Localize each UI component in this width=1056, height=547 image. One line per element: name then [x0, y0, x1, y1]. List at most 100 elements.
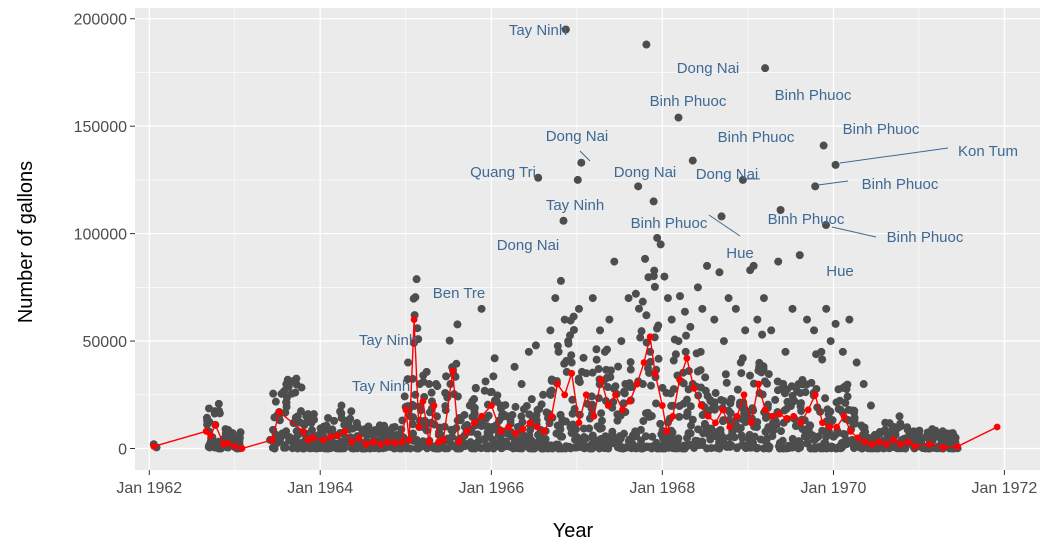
point-label: Binh Phuoc	[650, 93, 727, 110]
red-series-point	[697, 402, 705, 409]
scatter-point	[706, 430, 715, 439]
scatter-point	[819, 141, 828, 150]
red-series-point	[398, 438, 406, 446]
scatter-point	[781, 347, 790, 356]
scatter-point	[324, 413, 333, 422]
red-series-point	[747, 419, 755, 427]
red-series-point	[478, 412, 485, 420]
scatter-point	[761, 427, 770, 436]
scatter-point	[537, 400, 546, 409]
red-series-point	[497, 427, 505, 435]
y-tick-label: 150000	[74, 119, 127, 136]
scatter-point	[631, 432, 640, 441]
scatter-point	[445, 336, 454, 345]
scatter-point	[569, 312, 578, 321]
scatter-point	[715, 268, 724, 277]
scatter-point	[929, 426, 938, 435]
scatter-point	[559, 216, 568, 225]
red-series-point	[904, 438, 912, 446]
scatter-point	[606, 366, 615, 375]
scatter-point	[487, 387, 496, 396]
y-tick-label: 50000	[83, 334, 128, 351]
scatter-point	[427, 388, 436, 397]
scatter-point	[749, 261, 758, 270]
scatter-point	[518, 431, 527, 440]
scatter-point	[574, 304, 583, 313]
scatter-point	[761, 436, 770, 445]
scatter-point	[296, 418, 305, 427]
scatter-point	[736, 424, 745, 433]
red-series-point	[575, 419, 583, 427]
scatter-point	[573, 175, 582, 184]
scatter-point	[881, 418, 890, 427]
scatter-point	[826, 443, 835, 452]
red-series-point	[897, 440, 905, 448]
scatter-point	[590, 436, 599, 445]
y-tick-label: 0	[118, 442, 127, 459]
scatter-point	[578, 441, 587, 450]
scatter-point	[604, 444, 613, 453]
red-series-point	[231, 442, 239, 450]
scatter-point	[831, 160, 840, 169]
scatter-point	[588, 368, 597, 377]
red-series-point	[926, 440, 933, 448]
scatter-point	[758, 330, 767, 339]
scatter-point	[698, 437, 707, 446]
point-label: Dong Nai	[497, 237, 560, 254]
point-label: Ben Tre	[433, 285, 486, 302]
scatter-point	[471, 383, 480, 392]
red-series-point	[890, 436, 898, 444]
red-series-point	[519, 425, 527, 433]
scatter-point	[285, 436, 294, 445]
red-series-point	[819, 419, 826, 427]
scatter-point	[859, 380, 868, 389]
scatter-point	[425, 380, 434, 389]
red-series-point	[405, 436, 413, 444]
scatter-point	[752, 443, 761, 452]
red-series-point	[391, 439, 399, 447]
scatter-point	[408, 420, 417, 429]
scatter-point	[731, 304, 740, 313]
red-series-point	[847, 427, 854, 435]
scatter-point	[710, 403, 719, 412]
scatter-point	[701, 386, 710, 395]
scatter-point	[624, 294, 633, 303]
scatter-point	[572, 432, 581, 441]
scatter-point	[658, 383, 667, 392]
scatter-point	[730, 433, 739, 442]
scatter-point	[895, 412, 904, 421]
scatter-point	[269, 389, 278, 398]
point-label: Kon Tum	[958, 143, 1018, 160]
scatter-point	[669, 385, 678, 394]
scatter-point	[683, 433, 692, 442]
scatter-point	[235, 430, 244, 439]
scatter-point	[452, 359, 461, 368]
red-series-point	[733, 412, 741, 420]
scatter-point	[292, 442, 301, 451]
red-series-point	[540, 427, 548, 435]
scatter-point	[280, 386, 289, 395]
x-tick-label: Jan 1970	[801, 480, 867, 497]
scatter-point	[517, 380, 526, 389]
red-series-point	[761, 406, 769, 414]
point-label: Tay Ninh	[352, 378, 410, 395]
scatter-point	[671, 350, 680, 359]
x-tick-label: Jan 1962	[116, 480, 182, 497]
scatter-point	[626, 365, 635, 374]
scatter-point	[215, 409, 224, 418]
red-series-point	[561, 391, 569, 399]
red-series-point	[868, 440, 876, 448]
scatter-point	[546, 326, 555, 335]
scatter-point	[812, 384, 821, 393]
scatter-point	[638, 380, 647, 389]
scatter-point	[812, 434, 821, 443]
scatter-point	[641, 254, 650, 263]
label-leader-line	[708, 214, 741, 237]
scatter-point	[701, 373, 710, 382]
scatter-point	[762, 379, 771, 388]
scatter-point	[585, 424, 594, 433]
red-series-point	[320, 436, 327, 444]
scatter-point	[798, 425, 807, 434]
scatter-point	[765, 442, 774, 451]
scatter-point	[322, 421, 331, 430]
